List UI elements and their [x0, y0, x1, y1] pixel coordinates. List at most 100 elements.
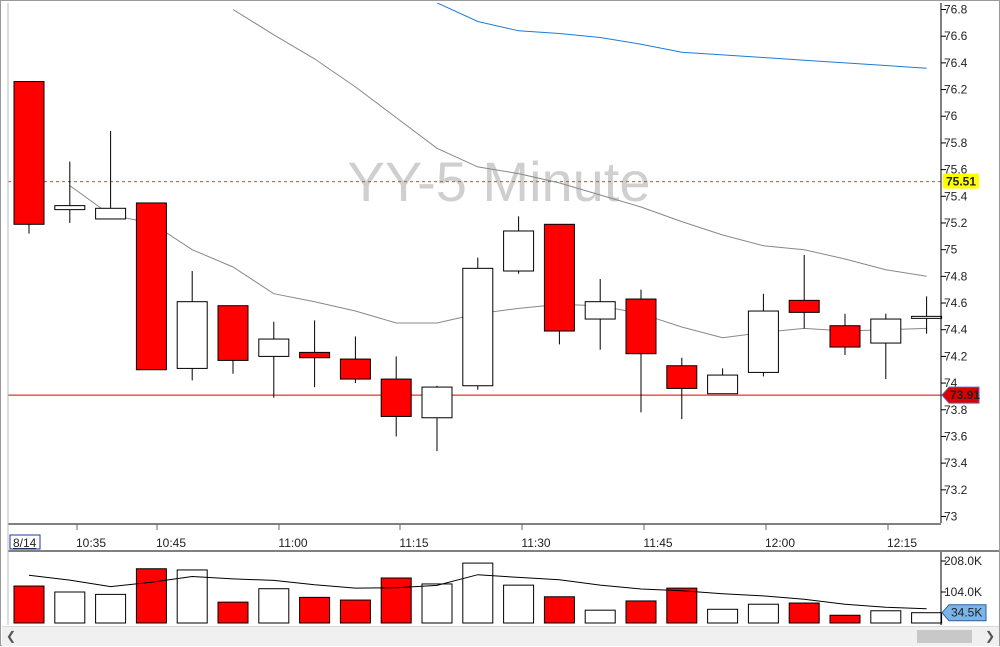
candle-body [462, 267, 494, 387]
volume-bar [299, 596, 331, 624]
volume-bar [54, 591, 86, 624]
x-tick-label: 11:30 [521, 536, 550, 550]
candle [217, 305, 249, 374]
date-label-box [9, 534, 41, 550]
candle [870, 313, 902, 380]
volume-bar [462, 562, 494, 624]
candle-body [339, 358, 371, 380]
candle-body [54, 205, 86, 211]
candle-body [258, 338, 290, 357]
volume-bar [339, 599, 371, 624]
candle-body [870, 318, 902, 344]
candle-body [666, 365, 698, 389]
y-tick-label: 76 [944, 109, 958, 123]
candle-body [217, 305, 249, 361]
chevron-left-icon[interactable]: ❮ [6, 629, 17, 643]
moving-average-line-2 [232, 9, 927, 277]
y-tick-label: 75 [944, 243, 958, 257]
candle [421, 385, 453, 452]
y-tick-label: 73.8 [944, 403, 968, 417]
volume-bar [421, 583, 453, 624]
candle [339, 336, 371, 384]
volume-bar [666, 587, 698, 624]
candle [829, 313, 861, 356]
price-tag-yellow-label: 75.51 [946, 175, 976, 189]
volume-bar [911, 612, 943, 624]
candle [95, 130, 127, 220]
x-tick-label: 11:45 [643, 536, 672, 550]
candle-body [788, 299, 820, 313]
y-tick-label: 73 [944, 510, 958, 524]
y-tick-label: 75.2 [944, 216, 968, 230]
candle [13, 81, 45, 234]
candle-body [380, 378, 412, 417]
volume-tick-label: 208.0K [944, 554, 982, 568]
candle-body [135, 202, 167, 371]
candle-body [707, 374, 739, 395]
candle [135, 202, 167, 371]
candle-body [421, 386, 453, 419]
y-tick-label: 73.6 [944, 429, 968, 443]
candle [747, 293, 779, 377]
candle-body [95, 207, 127, 220]
scroll-thumb[interactable] [917, 630, 972, 643]
volume-bar [584, 609, 616, 624]
volume-bar [707, 608, 739, 624]
price-tag-red-label: 73.91 [950, 388, 980, 402]
volume-bar [829, 614, 861, 624]
y-tick-label: 74.6 [944, 296, 968, 310]
x-tick-label: 11:15 [399, 536, 428, 550]
candle [666, 357, 698, 420]
candle-body [829, 325, 861, 348]
volume-bar [625, 600, 657, 624]
volume-bar [380, 577, 412, 624]
y-tick-label: 76.4 [944, 56, 968, 70]
x-tick-label: 12:00 [765, 536, 795, 550]
volume-bar [543, 596, 575, 624]
candle-body [911, 315, 943, 319]
y-tick-label: 74.4 [944, 323, 968, 337]
candle-body [747, 310, 779, 373]
x-tick-label: 10:45 [156, 536, 186, 550]
candle [707, 368, 739, 395]
chevron-right-icon[interactable]: ❯ [984, 629, 995, 643]
moving-average-line-1 [69, 185, 927, 339]
volume-bar [747, 603, 779, 624]
x-tick-label: 10:35 [76, 536, 106, 550]
volume-bar [13, 585, 45, 624]
volume-bar [176, 569, 208, 624]
volume-bar [135, 568, 167, 624]
candle [176, 271, 208, 381]
y-tick-label: 74.2 [944, 349, 968, 363]
price-tag-red [941, 386, 980, 404]
volume-tag [941, 604, 987, 622]
candle-body [584, 301, 616, 320]
candle-body [176, 301, 208, 369]
y-tick-label: 76.8 [944, 3, 968, 17]
volume-tag-label: 34.5K [951, 606, 982, 620]
volume-average-line [28, 574, 927, 610]
candle [54, 161, 86, 223]
volume-tick-label: 104.0K [944, 585, 982, 599]
volume-bar [258, 588, 290, 624]
candle-body [625, 298, 657, 355]
volume-bar [217, 601, 249, 624]
candle [788, 254, 820, 329]
y-tick-label: 75.6 [944, 163, 968, 177]
price-tag-yellow [943, 173, 979, 189]
candle [299, 320, 331, 388]
volume-bar [870, 610, 902, 624]
candle [584, 279, 616, 350]
x-tick-label: 11:00 [278, 536, 307, 550]
candle [625, 289, 657, 413]
candle-body [503, 230, 535, 272]
x-tick-label: 12:15 [887, 536, 917, 550]
candle-body [543, 223, 575, 332]
y-tick-label: 76.2 [944, 83, 968, 97]
date-label: 8/14 [13, 536, 37, 550]
horizontal-scrollbar[interactable]: ❮ ❯ [2, 626, 999, 646]
volume-bar [95, 593, 127, 624]
y-tick-label: 74.8 [944, 269, 968, 283]
